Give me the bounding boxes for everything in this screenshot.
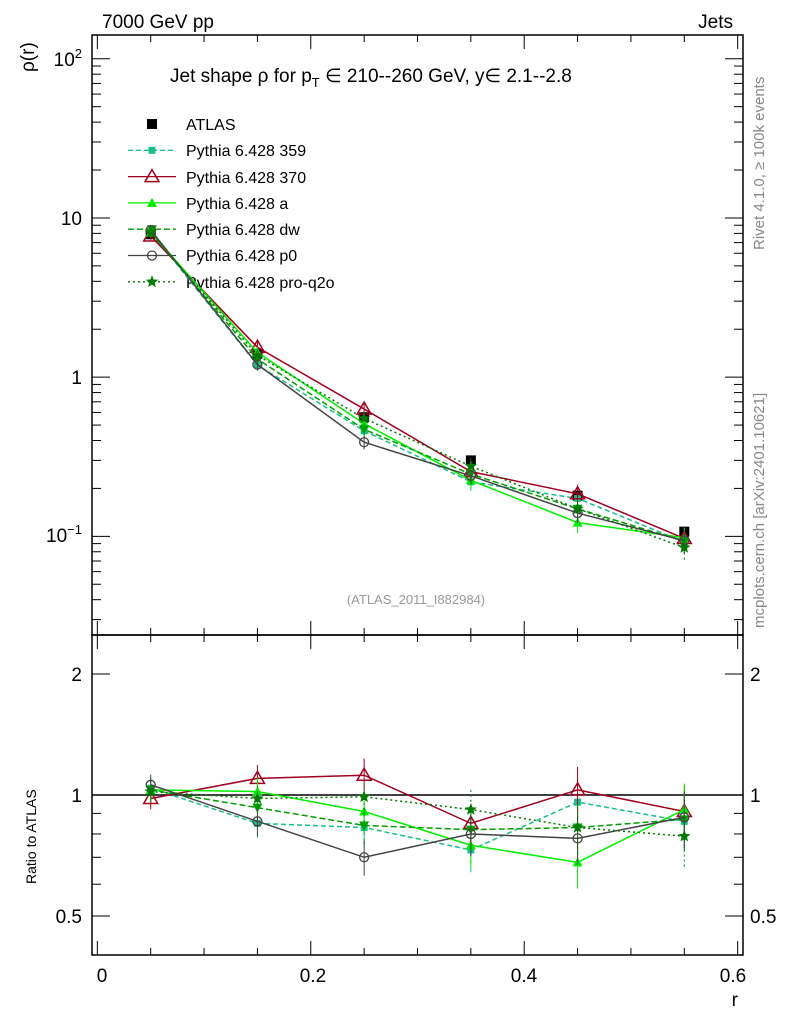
x-axis-label: r xyxy=(732,990,739,1011)
header-left: 7000 GeV pp xyxy=(102,12,214,33)
series-line-ratio xyxy=(150,774,685,825)
legend-marker xyxy=(147,197,157,207)
series-point xyxy=(465,470,477,481)
series-point xyxy=(678,541,691,553)
legend-label: Pythia 6.428 a xyxy=(186,196,288,213)
ratio-y-tick-label-right: 1 xyxy=(750,786,761,807)
ratio-point xyxy=(142,790,160,805)
ratio-point xyxy=(679,812,690,823)
ratio-point xyxy=(464,803,477,815)
series-point xyxy=(359,425,370,435)
legend-label: Pythia 6.428 p0 xyxy=(186,248,297,265)
series-point xyxy=(464,459,477,472)
x-tick-label: 0.2 xyxy=(300,966,326,987)
header-right: Jets xyxy=(698,12,733,33)
watermark: (ATLAS_2011_I882984) xyxy=(347,592,485,607)
ratio-point xyxy=(252,816,263,827)
ratio-y-tick-label-right: 0.5 xyxy=(750,907,776,928)
ratio-point xyxy=(144,785,157,797)
ratio-y-tick-label: 1 xyxy=(71,786,82,807)
series-line-main xyxy=(150,232,685,549)
series-point xyxy=(569,485,586,500)
ratio-point xyxy=(359,821,370,831)
legend-marker xyxy=(143,168,161,183)
legend-label: Pythia 6.428 359 xyxy=(186,143,306,160)
ratio-y-axis-label: Ratio to ATLAS xyxy=(23,789,39,884)
ratio-y-tick-label: 0.5 xyxy=(56,907,82,928)
series-line-main xyxy=(150,232,685,543)
legend-label: ATLAS xyxy=(186,117,236,134)
legend-marker xyxy=(145,275,159,288)
y-tick-label: 10−1 xyxy=(46,522,82,547)
legend-marker xyxy=(146,250,158,261)
legend-label: Pythia 6.428 370 xyxy=(186,170,306,187)
series-line-main xyxy=(150,231,685,543)
ratio-y-tick-label: 2 xyxy=(71,665,82,686)
x-tick-label: 0.4 xyxy=(511,966,538,987)
y-tick-label: 102 xyxy=(54,46,82,71)
ratio-y-tick-label-right: 2 xyxy=(750,665,761,686)
y-tick-label: 1 xyxy=(71,368,82,389)
ratio-point xyxy=(569,781,586,796)
series-line-ratio xyxy=(150,789,685,831)
title-prefix: Jet shape ρ for p xyxy=(170,66,312,87)
series-point xyxy=(251,348,264,361)
ratio-point xyxy=(252,786,263,796)
x-tick-label: 0 xyxy=(97,966,108,987)
series-point xyxy=(358,437,370,448)
ratio-point xyxy=(358,852,370,863)
series-line-ratio xyxy=(150,784,685,859)
series-point xyxy=(358,412,371,424)
side-top-label: Rivet 4.1.0, ≥ 100k events xyxy=(751,77,768,250)
ratio-point xyxy=(678,829,691,842)
ratio-point xyxy=(355,766,373,781)
y-axis-label: ρ(r) xyxy=(18,42,39,72)
x-tick-label: 0.6 xyxy=(720,966,746,987)
ratio-point xyxy=(251,792,264,804)
series-point xyxy=(144,226,157,238)
series-line-main xyxy=(150,235,685,540)
ratio-point xyxy=(571,821,584,833)
ratio-point xyxy=(358,790,371,802)
ratio-point xyxy=(465,828,477,840)
y-tick-label: 10 xyxy=(61,209,82,230)
legend-label: Pythia 6.428 dw xyxy=(186,222,300,239)
series-line-ratio xyxy=(150,787,685,851)
legend-label: Pythia 6.428 pro-q2o xyxy=(186,275,335,292)
side-bottom-label: mcplots.cern.ch [arXiv:2401.10621] xyxy=(751,393,768,628)
series-line-ratio xyxy=(150,789,685,864)
series-point xyxy=(571,502,584,514)
legend-marker-atlas xyxy=(147,119,157,129)
series-line-main xyxy=(150,229,685,542)
title-suffix: ∈ 210--260 GeV, y∈ 2.1--2.8 xyxy=(320,66,572,87)
chart-title: Jet shape ρ for pT ∈ 210--260 GeV, y∈ 2.… xyxy=(170,66,572,90)
title-sub: T xyxy=(312,75,320,90)
legend-marker xyxy=(148,146,156,154)
